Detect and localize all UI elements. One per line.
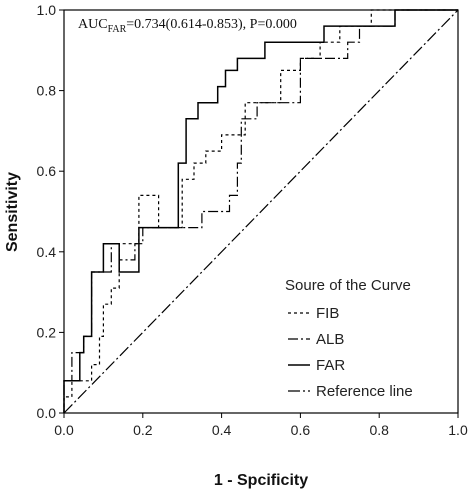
curves-layer (63, 9, 459, 414)
legend-items: FIB ALB FAR Reference line (288, 305, 413, 400)
x-tick-label: 0.6 (291, 422, 311, 438)
y-tick-label: 1.0 (37, 2, 57, 18)
x-tick-label: 0.8 (369, 422, 389, 438)
x-tick-label: 0.0 (54, 422, 74, 438)
plot-frame (63, 9, 459, 414)
annotation-subscript: FAR (108, 24, 127, 35)
y-tick-label: 0.0 (37, 405, 57, 421)
y-tick-label: 0.4 (37, 244, 57, 260)
legend-label: FAR (316, 357, 345, 374)
x-tick-label: 1.0 (448, 422, 468, 438)
legend-label: ALB (316, 331, 344, 348)
annotation-prefix: AUC (78, 17, 108, 32)
legend-label: Reference line (316, 383, 413, 400)
axes-layer: 0.0 0.2 0.4 0.6 0.8 1.0 0.0 0.2 0.4 0.6 0.8 1.0 (37, 2, 468, 438)
y-axis-title: Sensitivity (4, 172, 21, 252)
y-tick-label: 0.2 (37, 324, 57, 340)
y-tick-label: 0.8 (37, 83, 57, 99)
legend-label: FIB (316, 305, 339, 322)
series-far-line (63, 9, 458, 413)
x-axis-title: 1 - Spcificity (214, 472, 308, 489)
legend-title: Soure of the Curve (285, 277, 411, 294)
x-tick-label: 0.2 (133, 422, 153, 438)
x-tick-label: 0.4 (212, 422, 232, 438)
annotation-rest: =0.734(0.614-0.853), P=0.000 (126, 17, 297, 32)
annotation-auc: AUCFAR=0.734(0.614-0.853), P=0.000 (78, 17, 297, 35)
series-reference-line-line (63, 9, 459, 414)
legend: Soure of the Curve FIB ALB FAR Reference li… (285, 277, 413, 400)
y-tick-label: 0.6 (37, 163, 57, 179)
